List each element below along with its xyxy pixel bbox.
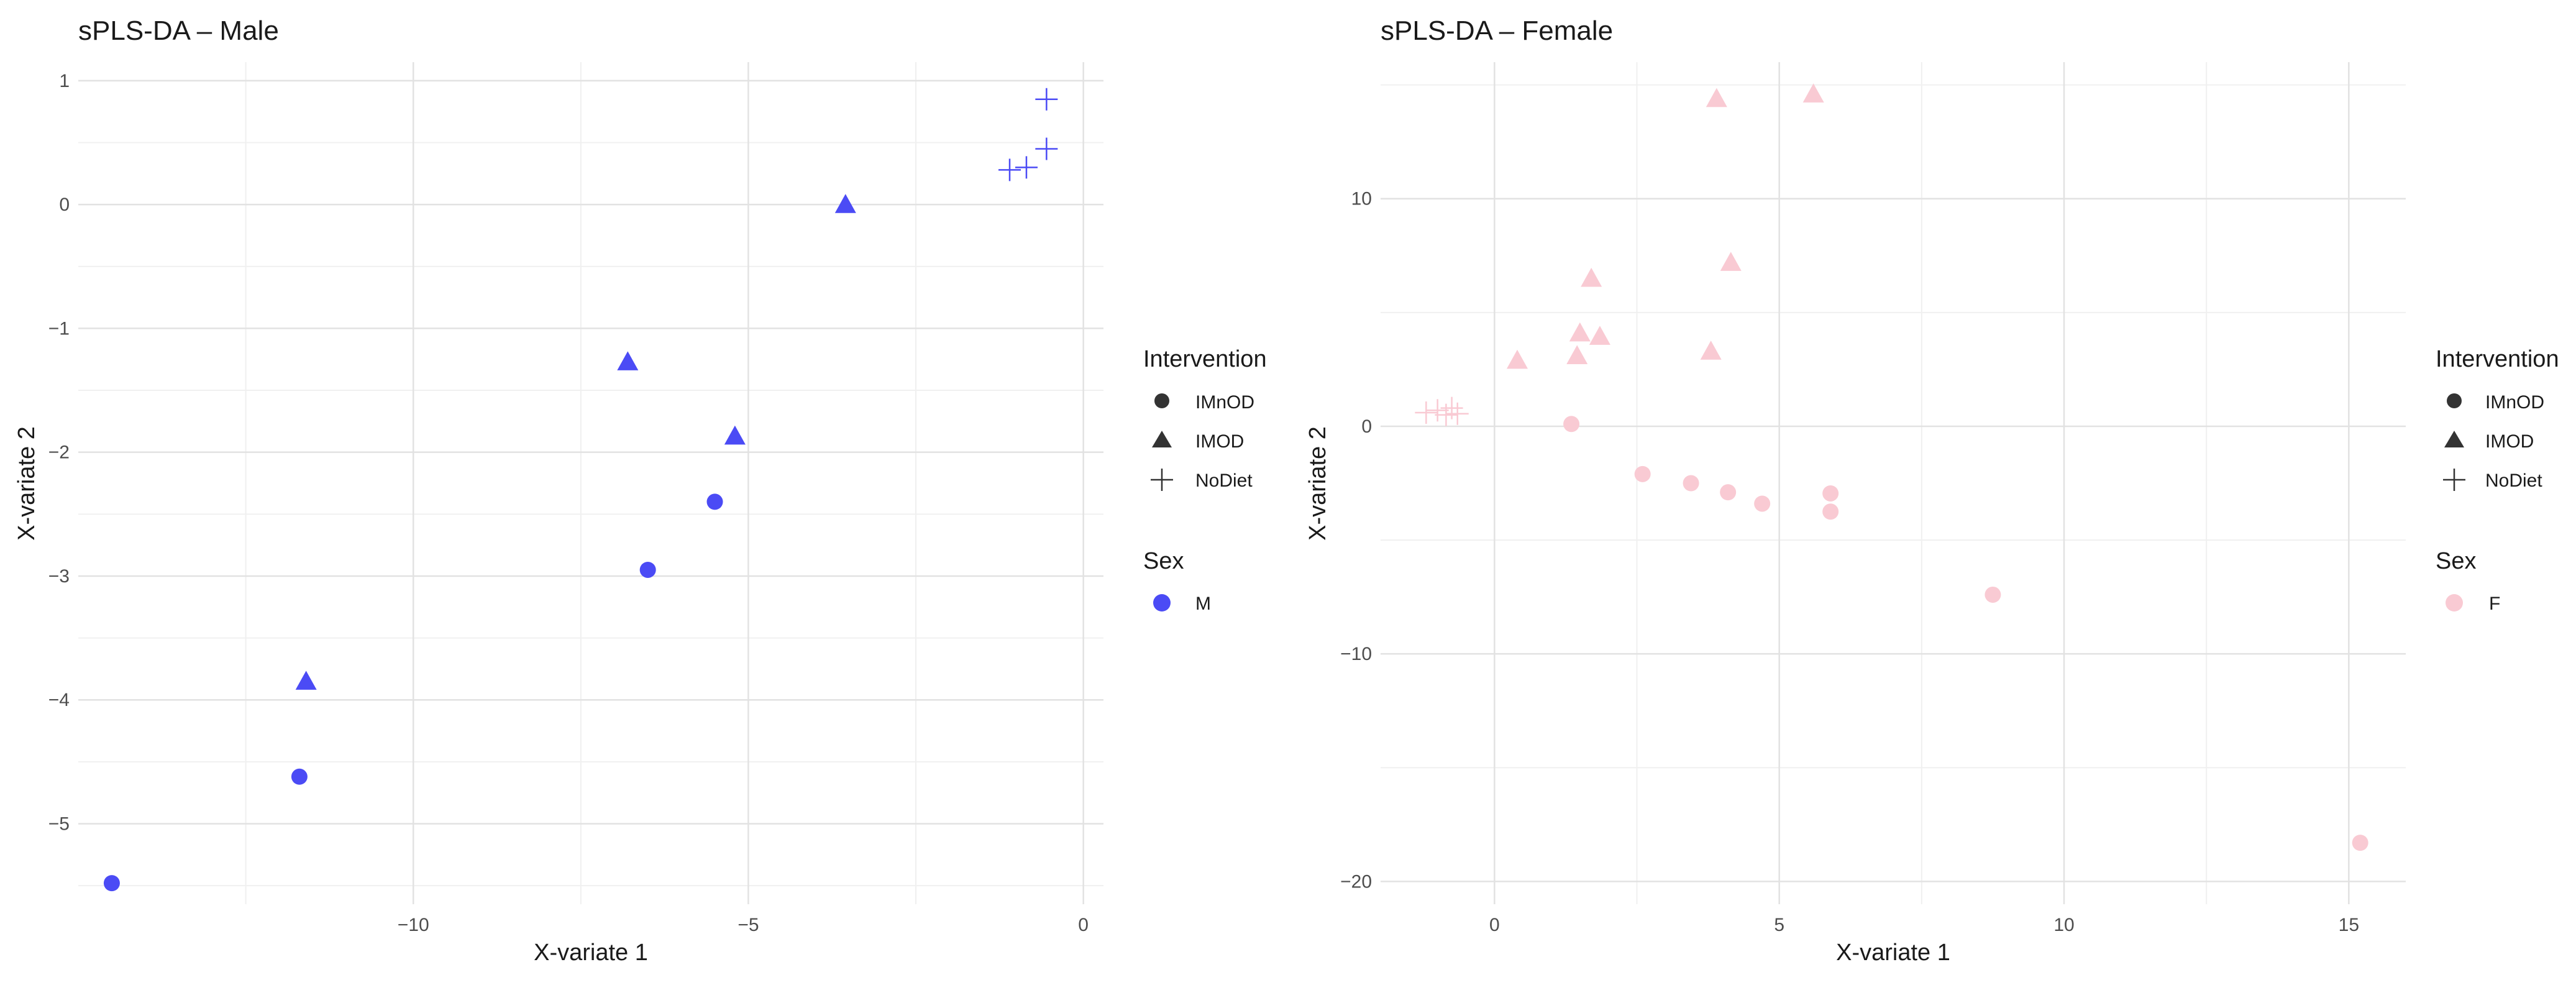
female-legend-sex-title: Sex	[2436, 548, 2476, 574]
male-point-imnod	[639, 561, 656, 578]
male-y-tick-labels: −5 −4 −3 −2 −1 0 1	[48, 71, 70, 835]
male-point-imnod	[103, 875, 120, 892]
female-point-imod	[1720, 252, 1742, 271]
male-x-axis-label: X-variate 1	[534, 940, 648, 966]
male-point-nodiet	[998, 158, 1021, 181]
male-y-axis-label: X-variate 2	[14, 426, 40, 541]
female-point-imnod	[1822, 503, 1839, 520]
female-point-imnod	[1720, 484, 1737, 501]
female-point-imnod	[1563, 416, 1580, 433]
male-chart-title: sPLS-DA – Male	[78, 16, 279, 46]
male-grid	[78, 62, 1103, 904]
female-point-imod	[1566, 345, 1588, 365]
female-point-imod	[1589, 326, 1610, 345]
female-y-tick-label: 10	[1351, 189, 1372, 209]
female-x-axis-label: X-variate 1	[1836, 940, 1950, 966]
male-panel: sPLS-DA – Male −10 −5 0 −5−4−3−2−101 X-var…	[14, 16, 1267, 966]
female-point-nodiet	[1426, 399, 1449, 422]
male-data-points	[103, 88, 1058, 892]
female-point-imod	[1581, 267, 1602, 287]
female-panel: sPLS-DA – Female 0 5 10 15 −20 −10 0 10 X-vari…	[1305, 16, 2559, 966]
female-y-axis-label: X-variate 2	[1305, 426, 1331, 541]
male-legend: Intervention IMnOD IMOD NoDiet Sex M	[1143, 346, 1267, 614]
female-legend-sex-f: F	[2489, 593, 2500, 614]
male-x-tick-label: 0	[1078, 915, 1089, 935]
male-y-tick-label: −4	[48, 690, 70, 710]
female-y-tick-label: 0	[1361, 416, 1372, 437]
male-y-tick-label: −3	[48, 566, 70, 587]
female-legend-item-imod: IMOD	[2485, 431, 2534, 452]
female-x-tick-labels: 0 5 10 15	[1489, 915, 2359, 935]
female-point-nodiet	[1446, 402, 1469, 425]
male-point-nodiet	[1035, 137, 1058, 160]
female-point-imod	[1802, 83, 1824, 103]
female-x-tick-label: 5	[1774, 915, 1784, 935]
female-point-imnod	[1985, 586, 2001, 603]
male-point-imod	[617, 351, 639, 370]
male-legend-sex-swatch	[1153, 594, 1171, 612]
male-x-tick-label: −5	[738, 915, 759, 935]
female-point-imod	[1569, 322, 1591, 342]
male-y-tick-label: −1	[48, 318, 70, 339]
male-legend-item-nodiet: NoDiet	[1195, 470, 1253, 491]
female-x-tick-label: 0	[1489, 915, 1500, 935]
male-y-tick-label: 1	[59, 71, 70, 91]
female-point-imnod	[1822, 485, 1839, 502]
female-x-tick-label: 15	[2339, 915, 2359, 935]
female-point-imnod	[2352, 835, 2368, 851]
female-point-nodiet	[1440, 396, 1463, 419]
female-legend-sex-swatch	[2446, 594, 2463, 612]
female-point-imod	[1706, 88, 1727, 108]
male-y-tick-label: −2	[48, 442, 70, 463]
female-chart-title: sPLS-DA – Female	[1381, 16, 1613, 46]
male-x-tick-labels: −10 −5 0	[398, 915, 1089, 935]
female-point-imod	[1507, 349, 1528, 369]
male-x-tick-label: −10	[398, 915, 429, 935]
male-point-imod	[724, 425, 746, 445]
female-legend-circle-icon	[2447, 393, 2462, 408]
female-point-imnod	[1683, 475, 1699, 492]
female-legend-item-imnod: IMnOD	[2485, 392, 2544, 413]
female-legend: Intervention IMnOD IMOD NoDiet Sex F	[2436, 346, 2559, 614]
female-x-tick-label: 10	[2053, 915, 2074, 935]
female-y-tick-label: −20	[1340, 871, 1372, 892]
male-legend-intervention-title: Intervention	[1143, 346, 1267, 372]
male-legend-item-imod: IMOD	[1195, 431, 1244, 452]
male-legend-item-imnod: IMnOD	[1195, 392, 1254, 413]
male-legend-circle-icon	[1154, 393, 1169, 408]
male-point-imnod	[291, 768, 308, 785]
male-legend-triangle-icon	[1152, 431, 1172, 447]
female-legend-triangle-icon	[2444, 431, 2464, 447]
male-point-nodiet	[1015, 156, 1038, 179]
male-point-imod	[834, 194, 856, 213]
male-y-tick-label: 0	[59, 195, 70, 215]
male-legend-sex-m: M	[1195, 593, 1211, 614]
male-point-nodiet	[1035, 88, 1058, 111]
male-legend-sex-title: Sex	[1143, 548, 1184, 574]
female-point-imnod	[1754, 495, 1771, 512]
male-legend-plus-icon	[1151, 469, 1173, 491]
female-legend-intervention-title: Intervention	[2436, 346, 2559, 372]
female-legend-plus-icon	[2443, 469, 2465, 491]
female-data-points	[1415, 83, 2368, 851]
female-y-tick-label: −10	[1340, 644, 1372, 664]
female-y-tick-labels: −20 −10 0 10	[1340, 189, 1372, 892]
female-point-nodiet	[1415, 401, 1438, 424]
male-point-imnod	[706, 493, 723, 510]
male-y-tick-label: −5	[48, 813, 70, 834]
female-grid	[1381, 62, 2406, 904]
female-point-imod	[1700, 341, 1722, 360]
male-point-imod	[295, 671, 317, 690]
female-legend-item-nodiet: NoDiet	[2485, 470, 2542, 491]
female-point-imnod	[1634, 465, 1651, 482]
